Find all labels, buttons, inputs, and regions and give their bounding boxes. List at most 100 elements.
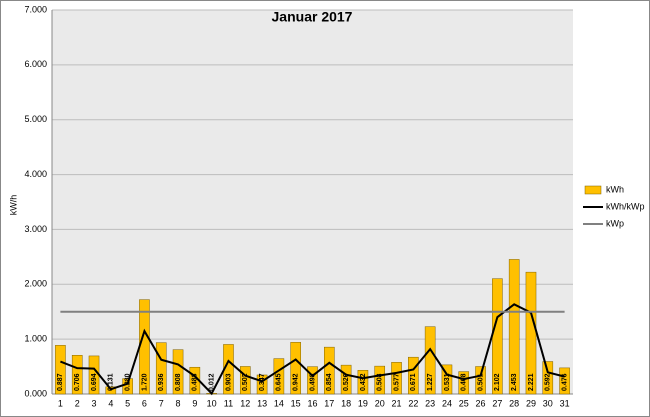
data-label: 0.488 (192, 373, 199, 391)
x-tick-label: 30 (543, 398, 553, 408)
x-tick-label: 4 (108, 398, 113, 408)
data-label: 1.720 (141, 373, 148, 391)
x-tick-label: 23 (425, 398, 435, 408)
x-tick-label: 25 (459, 398, 469, 408)
bar (71, 355, 83, 395)
data-label: 0.408 (461, 373, 468, 391)
data-label: 0.903 (225, 373, 232, 391)
y-tick-label: 3.000 (24, 224, 47, 234)
bar (542, 361, 554, 395)
x-tick-label: 11 (224, 398, 233, 408)
bar (105, 386, 117, 395)
bar (324, 346, 335, 395)
x-tick-label: 24 (442, 398, 452, 408)
x-tick-label: 16 (307, 398, 317, 408)
data-label: 0.936 (158, 373, 165, 391)
x-tick-label: 17 (324, 398, 334, 408)
bar (239, 366, 251, 395)
legend-label: kWp (606, 218, 624, 228)
data-label: 0.531 (444, 373, 451, 391)
data-label: 2.221 (528, 373, 535, 391)
y-axis-label: kW/h (8, 195, 18, 216)
data-label: 0.508 (377, 373, 384, 391)
legend-swatch (584, 185, 602, 195)
x-tick-label: 15 (291, 398, 301, 408)
bar (559, 367, 570, 395)
data-label: 0.854 (326, 373, 333, 391)
line (60, 303, 565, 396)
legend-label: kWh (606, 184, 624, 194)
bar (273, 358, 285, 395)
bar (172, 349, 184, 395)
x-tick-label: 6 (142, 398, 147, 408)
x-tick-label: 28 (509, 398, 519, 408)
data-label: 2.453 (511, 373, 518, 391)
bar (424, 326, 436, 395)
bar (458, 371, 470, 395)
x-tick-label: 3 (92, 398, 97, 408)
y-tick-label: 7.000 (24, 4, 47, 14)
x-tick-label: 1 (58, 398, 63, 408)
y-tick-label: 2.000 (24, 279, 47, 289)
bar (290, 342, 301, 395)
x-tick-label: 12 (240, 398, 250, 408)
bar (357, 370, 369, 395)
data-label: 0.808 (175, 373, 182, 391)
data-label: 2.102 (494, 373, 501, 391)
data-label: 0.706 (74, 373, 81, 391)
data-label: 0.942 (293, 373, 300, 391)
data-label: 0.476 (561, 373, 568, 391)
data-label: 0.887 (57, 373, 64, 391)
data-label: 0.592 (545, 373, 552, 391)
x-tick-label: 29 (526, 398, 536, 408)
x-tick-label: 31 (560, 398, 570, 408)
x-tick-label: 18 (341, 398, 351, 408)
chart-title: Januar 2017 (272, 9, 353, 25)
x-tick-label: 2 (75, 398, 80, 408)
bar (55, 345, 66, 395)
y-tick-label: 6.000 (24, 59, 47, 69)
y-tick-label: 0.000 (24, 388, 47, 398)
x-tick-label: 22 (408, 398, 418, 408)
x-tick-label: 13 (257, 398, 267, 408)
x-tick-label: 14 (274, 398, 284, 408)
x-tick-label: 21 (392, 398, 402, 408)
x-tick-label: 19 (358, 398, 368, 408)
data-label: 0.502 (242, 373, 249, 391)
bar (391, 362, 402, 395)
x-tick-label: 8 (176, 398, 181, 408)
x-tick-label: 20 (375, 398, 385, 408)
bar (475, 366, 486, 395)
data-label: 0.012 (209, 373, 216, 391)
data-label: 0.432 (360, 373, 367, 391)
bar (374, 365, 386, 395)
x-tick-label: 27 (492, 398, 502, 408)
bar (508, 259, 520, 395)
bar (155, 342, 167, 395)
bar (340, 364, 352, 395)
data-label: 0.671 (410, 373, 417, 391)
data-label: 0.498 (309, 373, 316, 391)
plot-area (52, 10, 573, 394)
data-label: 1.227 (427, 373, 434, 391)
bar (441, 364, 453, 395)
legend-label: kWh/kWp (606, 201, 645, 211)
x-tick-label: 7 (159, 398, 164, 408)
bar (408, 356, 419, 395)
data-label: 0.694 (91, 373, 98, 391)
data-label: 0.645 (276, 373, 283, 391)
data-label: 0.526 (343, 373, 350, 391)
y-tick-label: 1.000 (24, 334, 47, 344)
x-tick-label: 10 (207, 398, 217, 408)
x-tick-label: 26 (476, 398, 486, 408)
data-label: 0.131 (108, 373, 115, 391)
x-tick-label: 9 (192, 398, 197, 408)
y-tick-label: 4.000 (24, 169, 47, 179)
data-label: 0.501 (477, 373, 484, 391)
bar (256, 374, 268, 395)
x-tick-label: 5 (125, 398, 130, 408)
data-label: 0.577 (393, 373, 400, 391)
y-tick-label: 5.000 (24, 114, 47, 124)
bar (307, 366, 318, 395)
